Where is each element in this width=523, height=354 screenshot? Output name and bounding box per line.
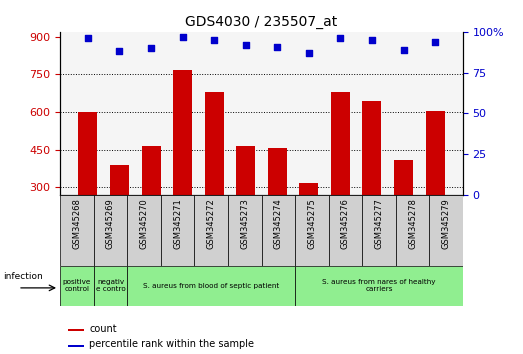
Text: GSM345276: GSM345276 <box>341 198 350 249</box>
Bar <box>362 195 396 266</box>
Text: GSM345270: GSM345270 <box>140 198 149 249</box>
Point <box>400 47 408 53</box>
Text: GSM345271: GSM345271 <box>173 198 182 249</box>
Text: GSM345279: GSM345279 <box>441 198 451 249</box>
Point <box>178 34 187 40</box>
Bar <box>299 183 319 262</box>
Bar <box>328 195 362 266</box>
Bar <box>110 165 129 262</box>
Text: negativ
e contro: negativ e contro <box>96 279 126 292</box>
Bar <box>262 195 295 266</box>
Bar <box>426 111 445 262</box>
Text: GSM345278: GSM345278 <box>408 198 417 249</box>
Point <box>210 37 218 43</box>
Bar <box>94 266 127 306</box>
Bar <box>204 92 224 262</box>
Text: positive
control: positive control <box>63 279 91 292</box>
Bar <box>331 92 350 262</box>
Point <box>273 44 281 49</box>
Bar <box>68 329 84 331</box>
Text: GSM345273: GSM345273 <box>240 198 249 249</box>
Text: GSM345268: GSM345268 <box>72 198 82 249</box>
Bar <box>161 195 195 266</box>
Point <box>368 37 376 43</box>
Bar <box>236 146 255 262</box>
Bar <box>295 266 463 306</box>
Point <box>305 50 313 56</box>
Bar <box>68 345 84 347</box>
Bar <box>78 112 97 262</box>
Text: GSM345272: GSM345272 <box>207 198 215 249</box>
Text: percentile rank within the sample: percentile rank within the sample <box>89 339 254 349</box>
Point <box>115 48 123 54</box>
Bar <box>195 195 228 266</box>
Bar <box>362 101 381 262</box>
Point <box>242 42 250 48</box>
Bar <box>60 266 94 306</box>
Bar <box>142 146 161 262</box>
Bar <box>429 195 463 266</box>
Bar <box>396 195 429 266</box>
Bar <box>127 266 295 306</box>
Bar <box>228 195 262 266</box>
Text: GSM345277: GSM345277 <box>374 198 383 249</box>
Bar <box>173 70 192 262</box>
Text: GSM345275: GSM345275 <box>308 198 316 249</box>
Point <box>336 35 345 41</box>
Point <box>431 39 439 45</box>
Point <box>84 35 92 41</box>
Bar <box>295 195 328 266</box>
Bar <box>127 195 161 266</box>
Title: GDS4030 / 235507_at: GDS4030 / 235507_at <box>185 16 338 29</box>
Text: S. aureus from nares of healthy
carriers: S. aureus from nares of healthy carriers <box>322 279 436 292</box>
Bar <box>268 148 287 262</box>
Bar <box>394 160 413 262</box>
Text: infection: infection <box>3 272 43 281</box>
Text: GSM345269: GSM345269 <box>106 198 115 249</box>
Text: S. aureus from blood of septic patient: S. aureus from blood of septic patient <box>143 283 279 289</box>
Text: count: count <box>89 324 117 333</box>
Bar <box>94 195 127 266</box>
Text: GSM345274: GSM345274 <box>274 198 283 249</box>
Bar <box>60 195 94 266</box>
Point <box>147 45 155 51</box>
